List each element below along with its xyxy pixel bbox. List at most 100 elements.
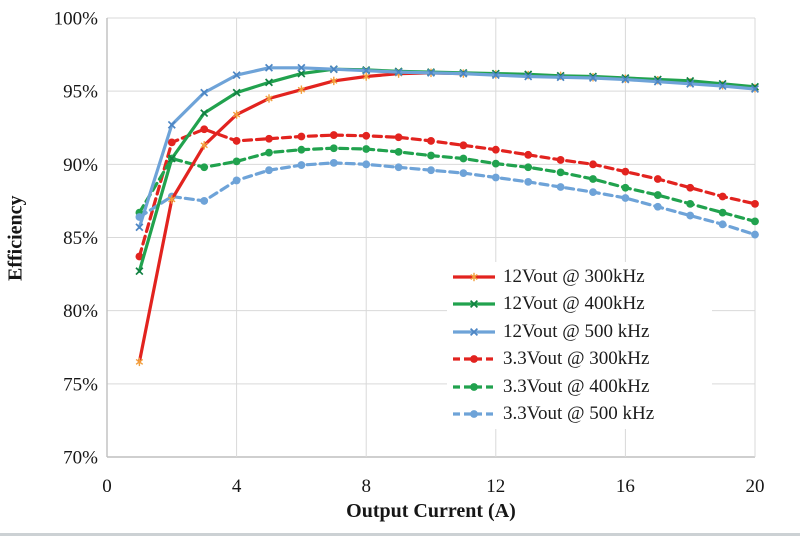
series-12vout-400khz — [135, 65, 760, 276]
marker-star — [297, 85, 306, 94]
marker-dot — [589, 188, 597, 197]
marker-x — [524, 72, 533, 81]
marker-dot — [718, 208, 727, 217]
marker-dot — [265, 148, 273, 157]
marker-x — [135, 267, 144, 276]
marker-dot — [232, 137, 241, 145]
x-tick-label-20: 20 — [746, 476, 765, 497]
marker-dot — [524, 150, 533, 159]
marker-x — [264, 63, 274, 72]
marker-x — [329, 65, 338, 74]
marker-star — [200, 141, 208, 150]
marker-star — [168, 195, 176, 204]
marker-dot — [200, 197, 209, 205]
marker-x — [491, 71, 500, 80]
legend-swatch — [453, 410, 495, 419]
marker-dot — [621, 183, 630, 192]
marker-dot — [589, 175, 597, 183]
y-tick-label-80: 80% — [63, 301, 98, 322]
y-tick-label-85: 85% — [63, 228, 98, 249]
legend-label: 12Vout @ 300kHz — [503, 265, 645, 287]
marker-star — [232, 110, 241, 119]
marker-dot — [200, 125, 209, 134]
marker-dot — [297, 132, 306, 141]
marker-star — [470, 272, 478, 281]
marker-dot — [653, 175, 662, 183]
marker-dot — [297, 161, 306, 169]
legend-item-2: 12Vout @ 400kHz — [452, 291, 712, 319]
marker-dot — [718, 192, 727, 201]
marker-x — [621, 75, 630, 84]
marker-dot — [232, 176, 241, 185]
x-tick-label-16: 16 — [616, 476, 635, 497]
marker-dot — [459, 141, 468, 150]
legend-item-6: 3.3Vout @ 500 kHz — [452, 401, 712, 429]
page-bottom-divider — [0, 533, 800, 536]
marker-dot — [427, 137, 435, 145]
marker-x — [394, 68, 403, 77]
series-line — [137, 161, 757, 237]
marker-dot — [653, 191, 662, 199]
marker-dot — [265, 134, 273, 143]
y-tick-label-70: 70% — [63, 448, 98, 469]
y-tick-label-95: 95% — [63, 82, 98, 103]
legend-swatch — [453, 327, 495, 336]
marker-dot — [751, 217, 759, 226]
marker-dot — [470, 382, 478, 391]
x-tick-label-4: 4 — [232, 476, 242, 497]
marker-x — [297, 69, 306, 78]
marker-dot — [621, 194, 630, 202]
marker-dot — [394, 133, 403, 142]
marker-dot — [556, 168, 565, 177]
x-axis-title: Output Current (A) — [346, 500, 516, 522]
marker-dot — [329, 131, 338, 139]
marker-star — [330, 76, 338, 86]
legend-swatch — [453, 272, 495, 281]
marker-x — [426, 68, 436, 77]
series-line — [137, 127, 757, 259]
legend-item-5: 3.3Vout @ 400kHz — [452, 373, 712, 401]
marker-dot — [200, 163, 209, 172]
marker-star — [135, 357, 144, 367]
series-line — [137, 146, 757, 223]
marker-dot — [524, 177, 533, 186]
legend-swatch — [453, 355, 495, 364]
marker-dot — [394, 147, 403, 156]
marker-dot — [362, 160, 371, 169]
marker-x — [362, 66, 371, 75]
x-tick-label-0: 0 — [102, 476, 112, 497]
marker-dot — [232, 157, 241, 166]
marker-dot — [329, 158, 338, 167]
y-axis-title: Efficiency — [4, 195, 27, 281]
marker-star — [362, 72, 370, 81]
series-3-3vout-300khz — [135, 125, 759, 261]
legend-item-3: 12Vout @ 500 kHz — [452, 318, 712, 346]
marker-dot — [297, 145, 306, 154]
marker-dot — [470, 410, 478, 419]
series-12vout-500-khz — [135, 63, 760, 232]
marker-x — [135, 223, 144, 232]
marker-x — [469, 300, 479, 309]
y-tick-label-100: 100% — [54, 9, 99, 30]
y-tick-label-75: 75% — [63, 374, 98, 395]
marker-dot — [135, 252, 144, 261]
marker-dot — [556, 183, 565, 191]
legend-label: 3.3Vout @ 300kHz — [503, 348, 650, 370]
legend: 12Vout @ 300kHz 12Vout @ 400kHz 12Vout @ 5… — [447, 262, 712, 429]
marker-dot — [427, 166, 435, 175]
marker-x — [264, 78, 274, 87]
legend-item-4: 3.3Vout @ 300kHz — [452, 346, 712, 374]
marker-x — [588, 73, 598, 82]
marker-dot — [265, 166, 273, 175]
marker-x — [459, 69, 468, 78]
marker-dot — [394, 163, 403, 172]
marker-dot — [556, 156, 565, 164]
marker-x — [167, 154, 176, 163]
marker-dot — [459, 154, 468, 163]
marker-dot — [491, 173, 500, 182]
marker-dot — [459, 169, 468, 178]
legend-item-1: 12Vout @ 300kHz — [452, 263, 712, 291]
series-3-3vout-500-khz — [135, 158, 759, 239]
marker-dot — [653, 202, 662, 211]
